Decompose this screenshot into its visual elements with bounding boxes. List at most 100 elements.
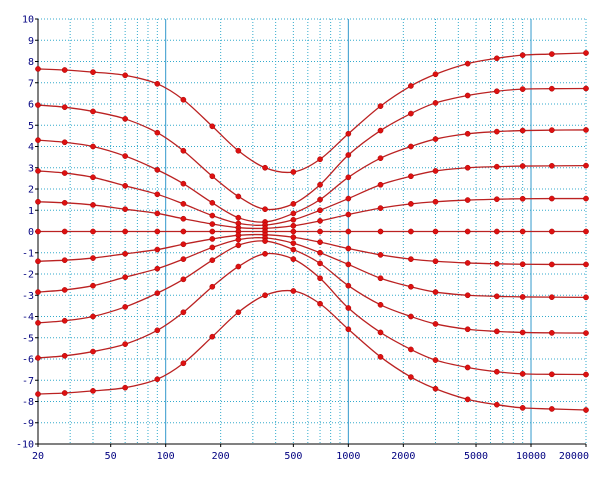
data-point-s3-p9	[290, 216, 297, 223]
data-point-s1-p2	[90, 108, 96, 115]
data-point-s4-p5	[180, 215, 187, 222]
data-point-s3-p1	[61, 170, 68, 176]
data-point-s4-p1	[61, 199, 68, 206]
x-tick-label: 1000	[336, 451, 360, 462]
y-tick-label: -1	[22, 248, 34, 259]
data-point-s9-p6	[209, 283, 216, 290]
data-point-s3-p0	[35, 168, 41, 174]
data-point-s5-p6	[209, 228, 216, 235]
data-point-s6-p2	[90, 255, 96, 261]
data-point-s2-p16	[493, 128, 500, 135]
data-point-s9-p11	[345, 305, 352, 311]
data-point-s1-p4	[154, 129, 161, 136]
data-point-s9-p7	[235, 263, 242, 270]
data-point-s10-p7	[235, 309, 242, 316]
data-point-s6-p12	[377, 252, 384, 258]
data-point-s6-p13	[408, 256, 414, 262]
y-tick-label: -4	[22, 312, 34, 323]
data-point-s7-p12	[377, 275, 384, 282]
data-point-s1-p1	[61, 104, 68, 111]
data-point-s2-p10	[317, 196, 323, 203]
data-point-s8-p14	[432, 321, 439, 327]
data-point-s0-p19	[583, 50, 589, 56]
data-point-s4-p10	[317, 218, 323, 224]
data-point-s10-p18	[548, 406, 555, 412]
data-point-s10-p11	[345, 326, 352, 333]
y-tick-label: 6	[28, 100, 34, 111]
data-point-s5-p15	[464, 228, 471, 235]
data-point-s8-p2	[90, 313, 96, 320]
data-point-s5-p18	[548, 228, 555, 235]
data-point-s9-p10	[317, 275, 323, 282]
data-point-s3-p18	[548, 162, 555, 169]
data-point-s10-p13	[408, 374, 414, 380]
data-point-s7-p13	[408, 283, 414, 290]
data-point-s3-p10	[317, 207, 323, 214]
data-point-s7-p1	[61, 287, 68, 293]
data-point-s0-p11	[345, 130, 352, 137]
data-point-s4-p11	[345, 211, 352, 218]
data-point-s5-p9	[290, 228, 297, 235]
data-point-s2-p17	[519, 127, 526, 134]
data-point-s0-p2	[90, 69, 96, 75]
data-point-s5-p17	[519, 228, 526, 235]
data-point-s2-p13	[408, 143, 414, 150]
data-point-s7-p11	[345, 261, 352, 268]
data-point-s1-p6	[209, 173, 216, 180]
data-point-s6-p1	[61, 257, 68, 264]
data-point-s3-p16	[493, 163, 500, 170]
data-point-s6-p16	[493, 260, 500, 267]
data-point-s8-p1	[61, 317, 68, 324]
data-point-s2-p15	[464, 130, 471, 137]
data-point-s8-p10	[317, 260, 323, 267]
data-point-s1-p9	[290, 201, 297, 207]
data-point-s10-p12	[377, 354, 384, 360]
data-point-s1-p17	[519, 86, 526, 92]
data-point-s9-p14	[432, 357, 439, 363]
data-point-s9-p18	[548, 371, 555, 378]
data-point-s6-p14	[432, 258, 439, 265]
data-point-s6-p19	[583, 261, 589, 268]
data-point-s10-p2	[90, 388, 96, 394]
data-point-s8-p16	[493, 328, 500, 335]
data-point-s0-p8	[262, 164, 268, 171]
data-point-s7-p15	[464, 292, 471, 299]
x-tick-label: 200	[212, 451, 230, 462]
data-point-s6-p0	[35, 258, 41, 265]
x-tick-label: 2000	[391, 451, 415, 462]
data-point-s1-p13	[408, 110, 414, 117]
data-point-s5-p0	[35, 228, 41, 235]
data-point-s4-p0	[35, 198, 41, 205]
data-point-s8-p12	[377, 301, 384, 308]
data-point-s1-p15	[464, 92, 471, 99]
data-point-s4-p3	[122, 206, 129, 213]
data-point-s5-p10	[317, 228, 323, 235]
data-point-s10-p16	[493, 401, 500, 408]
data-point-s10-p3	[122, 384, 129, 391]
data-point-s0-p18	[548, 51, 555, 57]
data-point-s6-p6	[209, 236, 216, 242]
data-point-s1-p7	[235, 193, 242, 200]
series-group	[35, 50, 589, 413]
data-point-s8-p3	[122, 304, 129, 310]
data-point-s9-p16	[493, 368, 500, 375]
data-point-s0-p0	[35, 66, 41, 72]
data-point-s1-p5	[180, 147, 187, 154]
data-point-s2-p0	[35, 137, 41, 143]
data-point-s4-p9	[290, 222, 297, 229]
data-point-s6-p9	[290, 234, 297, 241]
data-point-s2-p14	[432, 136, 439, 142]
data-point-s2-p5	[180, 180, 187, 187]
data-point-s1-p0	[35, 102, 41, 108]
data-point-s4-p14	[432, 198, 439, 205]
data-point-s0-p5	[180, 96, 187, 103]
data-point-s7-p16	[493, 293, 500, 300]
data-point-s6-p3	[122, 250, 129, 257]
data-point-s0-p15	[464, 60, 471, 67]
data-point-s0-p12	[377, 103, 384, 109]
data-point-s0-p14	[432, 71, 439, 78]
data-point-s7-p5	[180, 256, 187, 262]
data-point-s4-p12	[377, 205, 384, 211]
